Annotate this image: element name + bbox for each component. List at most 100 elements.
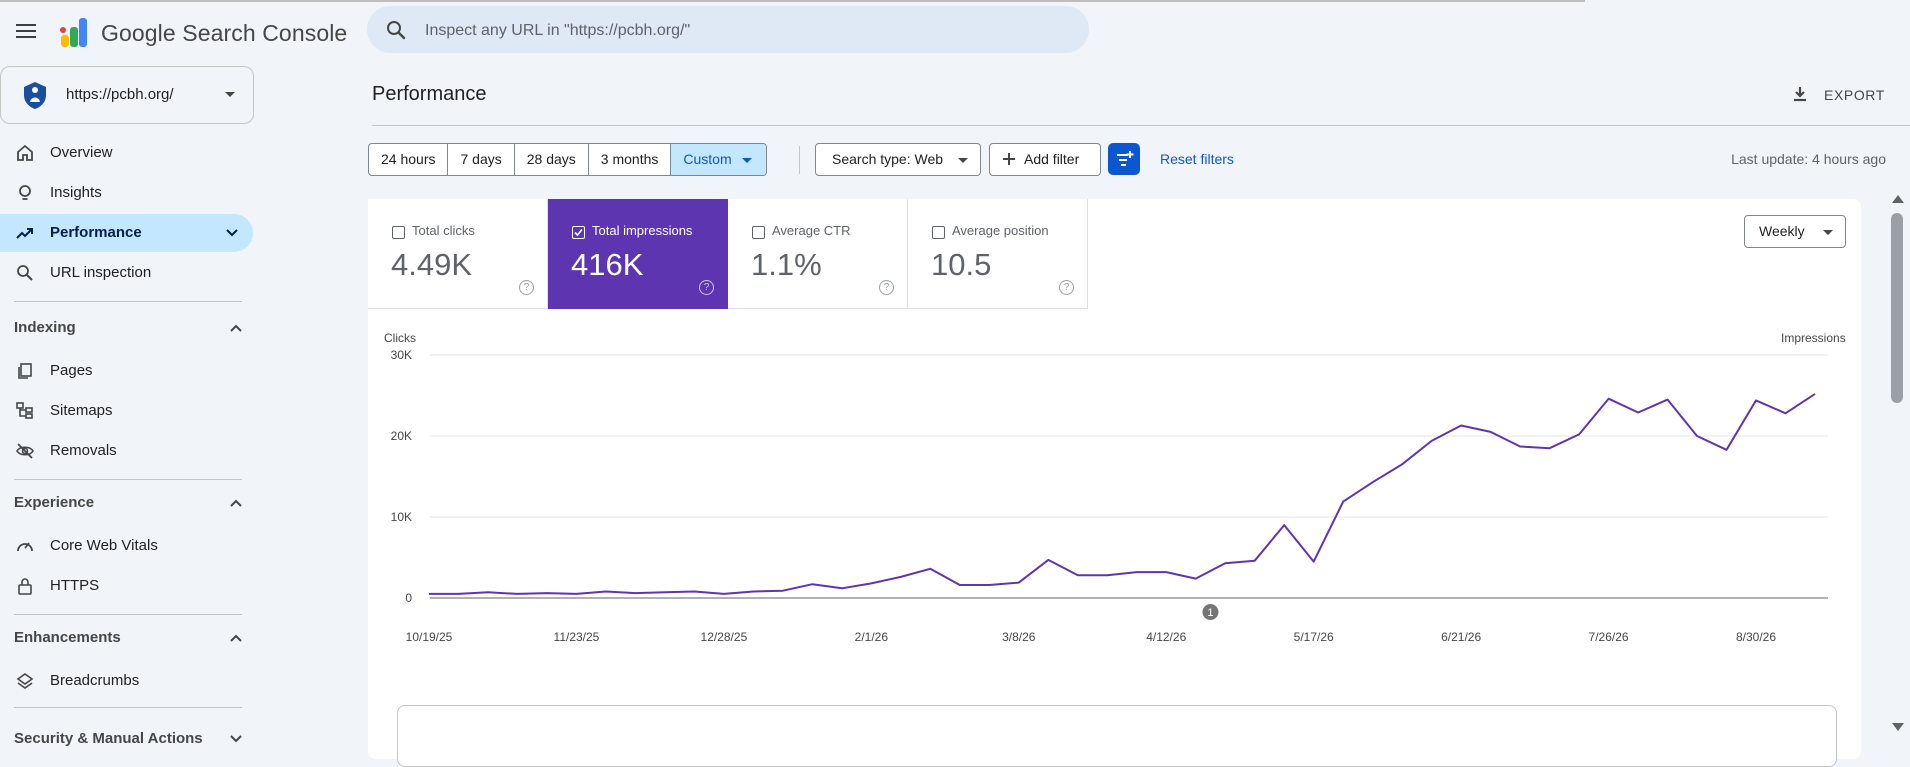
checkbox[interactable] xyxy=(752,226,765,239)
x-tick-label: 5/17/26 xyxy=(1294,630,1334,644)
chevron-up-icon xyxy=(230,499,242,507)
metric-total-clicks[interactable]: Total clicks 4.49K ? xyxy=(368,199,548,309)
add-filter-button[interactable]: Add filter xyxy=(989,143,1101,176)
scroll-down-arrow[interactable] xyxy=(1892,723,1904,731)
metric-average-ctr[interactable]: Average CTR 1.1% ? xyxy=(728,199,908,309)
checkbox[interactable] xyxy=(932,226,945,239)
help-icon[interactable]: ? xyxy=(879,280,894,295)
sidebar-divider xyxy=(14,301,242,302)
sidebar: https://pcbh.org/ Overview Insights Perf… xyxy=(0,62,262,747)
scroll-up-arrow[interactable] xyxy=(1892,195,1904,203)
metric-value: 4.49K xyxy=(391,247,473,282)
section-label: Indexing xyxy=(14,319,76,336)
metric-label: Total clicks xyxy=(412,223,475,238)
url-inspect-search-bar[interactable] xyxy=(367,6,1089,55)
lightbulb-icon xyxy=(19,185,31,200)
filter-list-icon xyxy=(1117,151,1134,166)
sidebar-item-breadcrumbs[interactable]: Breadcrumbs xyxy=(0,662,253,700)
sidebar-item-label: Pages xyxy=(50,362,93,379)
property-selector[interactable]: https://pcbh.org/ xyxy=(0,66,254,124)
chevron-down-icon xyxy=(230,735,242,743)
url-inspect-input[interactable] xyxy=(423,6,1067,55)
x-tick-label: 3/8/26 xyxy=(1002,630,1036,644)
filter-options-button[interactable] xyxy=(1108,143,1140,175)
sidebar-item-pages[interactable]: Pages xyxy=(0,352,253,390)
sidebar-item-label: HTTPS xyxy=(50,577,100,594)
sidebar-item-label: Breadcrumbs xyxy=(50,672,140,689)
lock-icon xyxy=(18,578,32,595)
date-range-28d[interactable]: 28 days xyxy=(515,144,589,175)
metric-label: Average CTR xyxy=(772,223,851,238)
performance-chart: 0 10K 20K 30K 10/19/25 11/23/25 12/28/25 2/1/26… xyxy=(391,348,1828,644)
metric-value: 416K xyxy=(571,247,644,282)
sidebar-item-label: Removals xyxy=(50,442,117,459)
site-favicon-icon xyxy=(24,82,46,109)
y-tick-label: 0 xyxy=(405,591,412,605)
metric-label: Total impressions xyxy=(592,223,693,238)
checkbox[interactable] xyxy=(392,226,405,239)
sidebar-item-removals[interactable]: Removals xyxy=(0,432,253,470)
sidebar-item-label: Insights xyxy=(50,184,102,201)
y-tick-label: 20K xyxy=(391,429,412,443)
right-axis-title: Impressions xyxy=(1781,331,1846,345)
x-tick-label: 4/12/26 xyxy=(1146,630,1186,644)
sitemap-icon xyxy=(16,402,33,419)
main-scrollbar[interactable] xyxy=(1887,193,1907,735)
top-app-bar: Google Search Console xyxy=(0,0,1910,62)
sidebar-item-performance[interactable]: Performance xyxy=(0,214,253,252)
sidebar-section-enhancements[interactable]: Enhancements xyxy=(0,622,253,654)
caret-down-icon xyxy=(741,158,752,163)
left-axis-title: Clicks xyxy=(384,331,416,345)
sidebar-item-sitemaps[interactable]: Sitemaps xyxy=(0,392,253,430)
y-tick-label: 30K xyxy=(391,348,412,362)
granularity-dropdown[interactable]: Weekly xyxy=(1744,215,1846,248)
sidebar-section-experience[interactable]: Experience xyxy=(0,487,253,519)
header-divider xyxy=(372,125,1910,126)
date-range-3m[interactable]: 3 months xyxy=(589,144,672,175)
metric-total-impressions[interactable]: Total impressions 416K ? xyxy=(548,199,728,309)
annotation-label: 1 xyxy=(1207,607,1213,619)
date-range-24h[interactable]: 24 hours xyxy=(369,144,449,175)
help-icon[interactable]: ? xyxy=(1059,280,1074,295)
date-range-custom[interactable]: Custom xyxy=(671,144,766,175)
scroll-thumb[interactable] xyxy=(1891,213,1903,403)
help-icon[interactable]: ? xyxy=(699,280,714,295)
checkbox-checked[interactable] xyxy=(572,226,585,239)
layers-icon xyxy=(16,673,34,689)
search-type-filter[interactable]: Search type: Web xyxy=(815,143,981,176)
home-icon xyxy=(17,144,33,161)
search-console-logo-icon xyxy=(60,18,87,47)
sidebar-divider xyxy=(14,707,242,708)
date-range-custom-label: Custom xyxy=(683,151,732,167)
sidebar-item-url-inspection[interactable]: URL inspection xyxy=(0,254,253,292)
reset-filters-link[interactable]: Reset filters xyxy=(1160,151,1234,167)
performance-card: Total clicks 4.49K ? Total impressions 4… xyxy=(368,199,1861,767)
sidebar-item-insights[interactable]: Insights xyxy=(0,174,253,212)
property-url: https://pcbh.org/ xyxy=(66,86,174,103)
sidebar-section-security[interactable]: Security & Manual Actions xyxy=(0,723,253,755)
metric-average-position[interactable]: Average position 10.5 ? xyxy=(908,199,1088,309)
sidebar-divider xyxy=(14,479,242,480)
search-type-label: Search type: Web xyxy=(832,151,944,167)
date-range-7d[interactable]: 7 days xyxy=(448,144,515,175)
x-tick-label: 7/26/26 xyxy=(1589,630,1629,644)
chevron-up-icon xyxy=(230,634,242,642)
trending-up-icon xyxy=(16,228,33,239)
sidebar-item-label: Performance xyxy=(50,224,142,241)
section-label: Security & Manual Actions xyxy=(14,730,203,747)
sidebar-section-indexing[interactable]: Indexing xyxy=(0,312,253,344)
caret-down-icon xyxy=(1823,230,1833,235)
main-menu-icon[interactable] xyxy=(14,19,38,43)
sidebar-item-overview[interactable]: Overview xyxy=(0,134,253,172)
x-tick-label: 8/30/26 xyxy=(1736,630,1776,644)
metric-value: 1.1% xyxy=(751,247,822,282)
export-label: EXPORT xyxy=(1824,87,1885,103)
x-tick-label: 10/19/25 xyxy=(406,630,453,644)
sidebar-item-https[interactable]: HTTPS xyxy=(0,567,253,605)
loading-strip xyxy=(0,0,1585,2)
sidebar-item-core-web-vitals[interactable]: Core Web Vitals xyxy=(0,527,253,565)
gauge-icon xyxy=(17,542,33,552)
help-icon[interactable]: ? xyxy=(519,280,534,295)
y-tick-label: 10K xyxy=(391,510,412,524)
chevron-up-icon xyxy=(230,324,242,332)
